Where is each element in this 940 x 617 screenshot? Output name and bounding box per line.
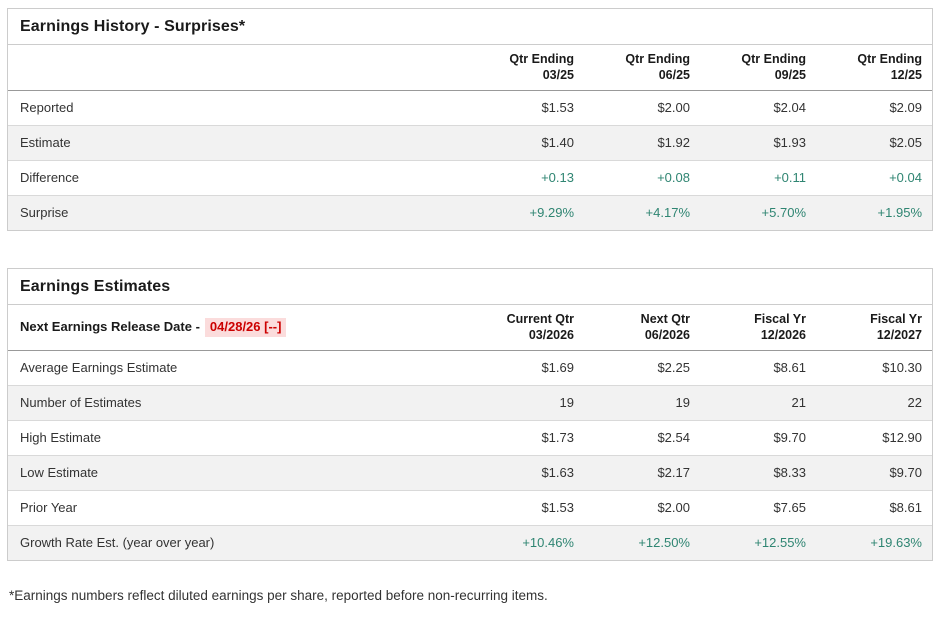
- column-header: Fiscal Yr 12/2026: [700, 305, 816, 351]
- column-header: Qtr Ending 12/25: [816, 45, 932, 91]
- cell-value: $1.63: [468, 455, 584, 491]
- table-row: Difference +0.13 +0.08 +0.11 +0.04: [8, 160, 932, 196]
- header-spacer: [8, 45, 468, 91]
- cell-value: $1.53: [468, 90, 584, 126]
- cell-value: 21: [700, 385, 816, 421]
- cell-value: $2.00: [584, 490, 700, 526]
- cell-value: $9.70: [816, 455, 932, 491]
- cell-value: +5.70%: [761, 205, 806, 221]
- next-earnings-release-date: Next Earnings Release Date -04/28/26 [--…: [8, 305, 468, 351]
- cell-value: $8.61: [816, 490, 932, 526]
- row-label: Estimate: [8, 125, 468, 161]
- cell-value: $2.25: [584, 350, 700, 386]
- cell-value: $1.92: [584, 125, 700, 161]
- earnings-estimates-header-row: Next Earnings Release Date -04/28/26 [--…: [8, 305, 932, 351]
- earnings-history-panel: Earnings History - Surprises* Qtr Ending…: [7, 8, 933, 231]
- cell-value: $2.17: [584, 455, 700, 491]
- column-header: Fiscal Yr 12/2027: [816, 305, 932, 351]
- earnings-estimates-title: Earnings Estimates: [8, 269, 932, 305]
- column-header: Qtr Ending 06/25: [584, 45, 700, 91]
- release-date-value: 04/28/26 [--]: [204, 317, 287, 337]
- table-row: Low Estimate $1.63 $2.17 $8.33 $9.70: [8, 455, 932, 491]
- table-row: Prior Year $1.53 $2.00 $7.65 $8.61: [8, 490, 932, 526]
- cell-value: +0.04: [816, 160, 932, 196]
- cell-value: $2.05: [816, 125, 932, 161]
- earnings-history-title: Earnings History - Surprises*: [8, 9, 932, 45]
- release-date-label: Next Earnings Release Date -: [20, 318, 200, 334]
- row-label: Surprise: [20, 205, 69, 221]
- table-row: Reported $1.53 $2.00 $2.04 $2.09: [8, 90, 932, 126]
- cell-value: +0.11: [700, 160, 816, 196]
- table-row: Estimate $1.40 $1.92 $1.93 $2.05: [8, 125, 932, 161]
- cell-value: $2.09: [816, 90, 932, 126]
- row-label: Number of Estimates: [8, 385, 468, 421]
- cell-value: +0.13: [468, 160, 584, 196]
- column-header: Current Qtr 03/2026: [468, 305, 584, 351]
- cell-value: +9.29%: [529, 205, 574, 221]
- earnings-estimates-table: Next Earnings Release Date -04/28/26 [--…: [8, 305, 932, 560]
- cell-value: +12.50%: [638, 535, 690, 551]
- cell-value: $2.54: [584, 420, 700, 456]
- table-row: High Estimate $1.73 $2.54 $9.70 $12.90: [8, 420, 932, 456]
- cell-value: $1.53: [468, 490, 584, 526]
- footnote: *Earnings numbers reflect diluted earnin…: [9, 588, 548, 603]
- cell-value: $1.73: [468, 420, 584, 456]
- cell-value: $1.69: [468, 350, 584, 386]
- cell-value: $2.04: [700, 90, 816, 126]
- row-label: Growth Rate Est. (year over year): [20, 535, 215, 551]
- row-label: High Estimate: [8, 420, 468, 456]
- cell-value: 22: [816, 385, 932, 421]
- earnings-history-table: Qtr Ending 03/25 Qtr Ending 06/25 Qtr Ending…: [8, 45, 932, 230]
- table-row: Number of Estimates 19 19 21 22: [8, 385, 932, 421]
- row-label: Low Estimate: [8, 455, 468, 491]
- row-label: Average Earnings Estimate: [8, 350, 468, 386]
- cell-value: $2.00: [584, 90, 700, 126]
- row-label: Reported: [8, 90, 468, 126]
- cell-value: $9.70: [700, 420, 816, 456]
- cell-value: +1.95%: [877, 205, 922, 221]
- cell-value: $7.65: [700, 490, 816, 526]
- earnings-history-header-row: Qtr Ending 03/25 Qtr Ending 06/25 Qtr Ending…: [8, 45, 932, 91]
- table-row: Growth Rate Est. (year over year) +10.46%…: [8, 525, 932, 560]
- cell-value: +0.08: [584, 160, 700, 196]
- row-label: Prior Year: [8, 490, 468, 526]
- cell-value: 19: [468, 385, 584, 421]
- table-row: Surprise +9.29% +4.17% +5.70% +1.95%: [8, 195, 932, 230]
- table-row: Average Earnings Estimate $1.69 $2.25 $8.61…: [8, 350, 932, 386]
- cell-value: $12.90: [816, 420, 932, 456]
- cell-value: $1.93: [700, 125, 816, 161]
- cell-value: 19: [584, 385, 700, 421]
- cell-value: $10.30: [816, 350, 932, 386]
- cell-value: +4.17%: [645, 205, 690, 221]
- cell-value: $8.33: [700, 455, 816, 491]
- earnings-estimates-panel: Earnings Estimates Next Earnings Release…: [7, 268, 933, 561]
- cell-value: +12.55%: [754, 535, 806, 551]
- cell-value: $1.40: [468, 125, 584, 161]
- cell-value: +10.46%: [522, 535, 574, 551]
- column-header: Next Qtr 06/2026: [584, 305, 700, 351]
- cell-value: $8.61: [700, 350, 816, 386]
- column-header: Qtr Ending 09/25: [700, 45, 816, 91]
- row-label: Difference: [8, 160, 468, 196]
- column-header: Qtr Ending 03/25: [468, 45, 584, 91]
- cell-value: +19.63%: [870, 535, 922, 551]
